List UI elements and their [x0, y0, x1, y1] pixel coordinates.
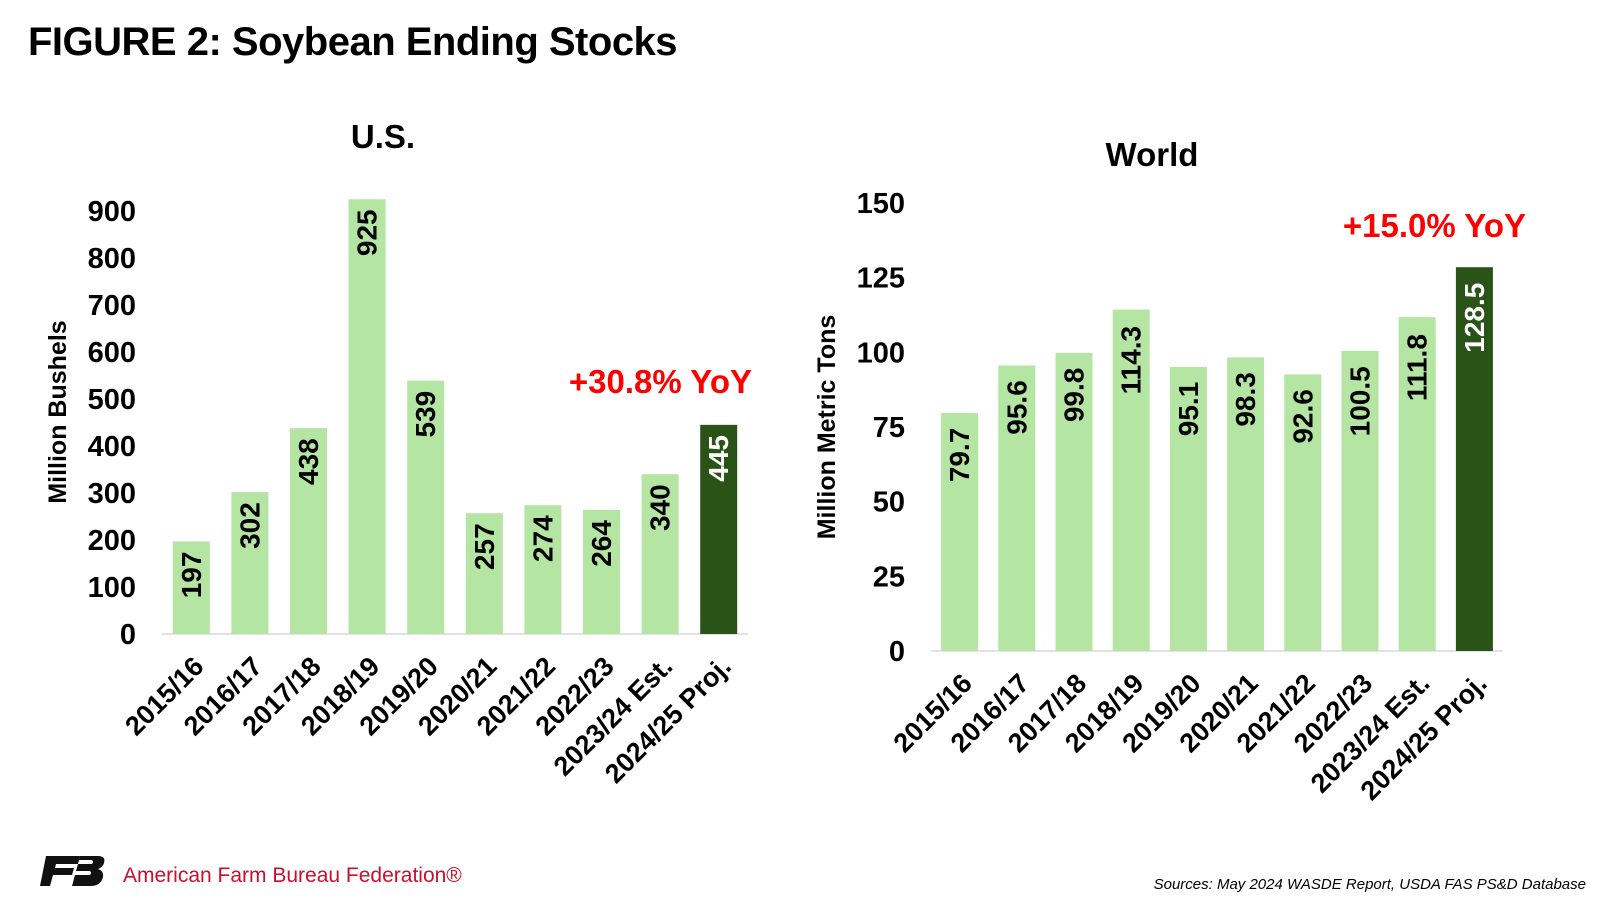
world-y-tick-label: 75 — [873, 412, 905, 444]
world-data-label: 111.8 — [1402, 334, 1433, 401]
world-y-axis-label: Million Metric Tons — [813, 315, 841, 540]
us-yoy-annotation: +30.8% YoY — [569, 363, 752, 400]
us-bar — [290, 428, 327, 634]
us-y-tick-label: 500 — [88, 384, 136, 416]
world-y-tick-label: 50 — [873, 487, 905, 519]
world-data-label: 98.3 — [1230, 372, 1261, 427]
us-y-tick-label: 800 — [88, 243, 136, 275]
us-y-tick-label: 300 — [88, 478, 136, 510]
us-data-label: 274 — [527, 515, 558, 562]
us-y-tick-label: 0 — [120, 619, 136, 651]
us-y-axis-label: Million Bushels — [44, 320, 72, 503]
us-data-label: 445 — [703, 435, 734, 482]
world-bar-chart: World Million Metric Tons 0 25 50 75 100 125 150… — [813, 136, 1526, 806]
us-bar — [231, 492, 269, 634]
world-y-tick-label: 25 — [873, 561, 905, 593]
us-bar-chart: U.S. Million Bushels 0 100 200 300 400 500 600 70… — [44, 118, 752, 789]
world-data-label: 128.5 — [1459, 283, 1490, 353]
world-bar — [1284, 374, 1322, 651]
world-data-label: 114.3 — [1116, 326, 1147, 395]
world-data-label: 99.8 — [1059, 368, 1090, 423]
us-data-label: 438 — [293, 438, 324, 485]
world-yoy-annotation: +15.0% YoY — [1343, 207, 1526, 244]
world-bar — [1227, 357, 1265, 651]
world-data-label: 95.1 — [1173, 382, 1204, 437]
us-bar — [465, 513, 503, 634]
us-bar — [172, 541, 210, 634]
world-bar — [1341, 350, 1379, 651]
world-bar — [1455, 267, 1493, 651]
us-data-label: 340 — [645, 484, 676, 531]
us-data-label: 197 — [176, 552, 207, 599]
organization-name: American Farm Bureau Federation® — [123, 864, 462, 887]
us-y-tick-label: 400 — [88, 431, 136, 463]
us-bar — [700, 424, 738, 634]
us-data-label: 539 — [410, 391, 441, 438]
world-y-tick-label: 150 — [857, 188, 905, 220]
world-bar — [941, 412, 979, 651]
us-bar — [583, 509, 620, 634]
us-data-label: 257 — [469, 523, 500, 570]
world-y-tick-label: 100 — [857, 337, 905, 369]
us-bar — [641, 474, 679, 634]
us-data-label: 925 — [352, 209, 383, 256]
us-y-tick-label: 700 — [88, 290, 136, 322]
us-chart-title: U.S. — [351, 118, 415, 155]
world-data-label: 100.5 — [1345, 366, 1376, 436]
world-data-label: 79.7 — [944, 428, 975, 483]
world-chart-title: World — [1106, 136, 1199, 173]
world-data-label: 95.6 — [1001, 380, 1032, 435]
us-y-tick-label: 100 — [88, 572, 136, 604]
us-bar — [524, 505, 562, 634]
farm-bureau-logo-icon — [40, 856, 105, 886]
us-y-tick-label: 200 — [88, 525, 136, 557]
us-y-tick-label: 600 — [88, 337, 136, 369]
world-bar — [1112, 309, 1150, 651]
us-y-tick-label: 900 — [88, 196, 136, 228]
world-y-tick-label: 125 — [857, 263, 905, 295]
us-bar — [407, 380, 445, 634]
world-bar — [998, 365, 1036, 651]
us-bar — [348, 199, 386, 634]
us-data-label: 302 — [234, 502, 265, 549]
world-y-tick-label: 0 — [889, 636, 905, 668]
source-note: Sources: May 2024 WASDE Report, USDA FAS… — [1153, 876, 1586, 893]
world-bar — [1398, 317, 1436, 651]
world-data-label: 92.6 — [1287, 389, 1318, 444]
world-bar — [1055, 352, 1093, 651]
figure-title: FIGURE 2: Soybean Ending Stocks — [28, 20, 678, 64]
us-data-label: 264 — [586, 520, 617, 567]
world-bar — [1169, 366, 1207, 651]
